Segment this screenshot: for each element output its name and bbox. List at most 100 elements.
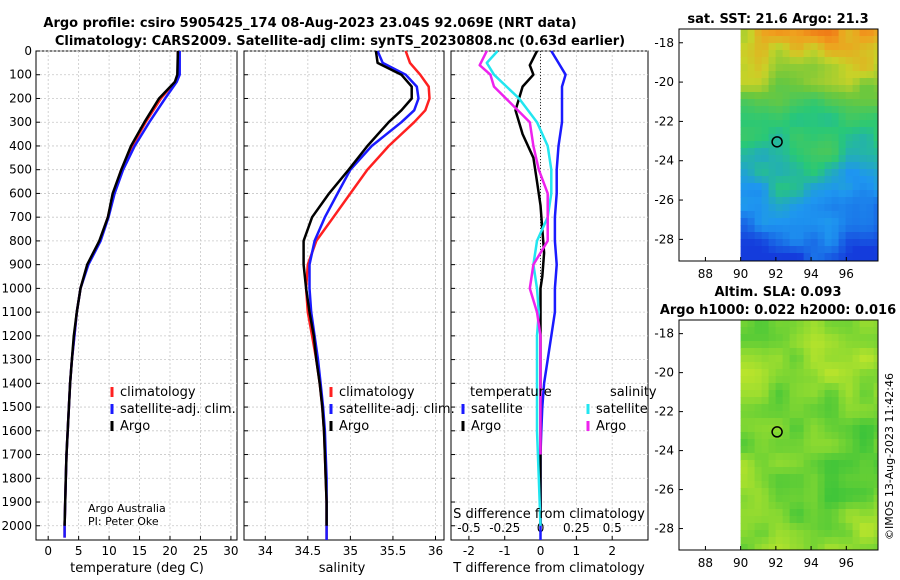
map-cell <box>740 134 749 142</box>
map-cell <box>747 334 756 342</box>
map-cell <box>866 369 875 377</box>
map-y-tick-label: -24 <box>654 444 674 458</box>
map-cell <box>803 43 812 51</box>
map-cell <box>740 99 749 107</box>
map-cell <box>768 502 777 510</box>
map-cell <box>775 453 784 461</box>
map-cell <box>747 99 756 107</box>
map-cell <box>852 544 861 551</box>
map-cell <box>831 453 840 461</box>
map-cell <box>817 348 826 356</box>
map-cell <box>740 190 749 198</box>
map-cell <box>831 99 840 107</box>
map-cell <box>803 113 812 121</box>
map-cell <box>845 176 854 184</box>
x-tick-label: 34.5 <box>294 544 321 558</box>
map-cell <box>831 383 840 391</box>
map-cell <box>824 225 833 233</box>
map-y-tick-label: -18 <box>654 327 674 341</box>
map-cell <box>824 369 833 377</box>
map-cell <box>810 176 819 184</box>
map-cell <box>845 376 854 384</box>
map-cell <box>838 57 847 65</box>
map-cell <box>845 362 854 370</box>
map-cell <box>817 148 826 156</box>
map-cell <box>747 183 756 191</box>
map-x-tick-label: 90 <box>733 267 748 281</box>
map-cell <box>845 232 854 240</box>
map-cell <box>852 127 861 135</box>
map-cell <box>782 204 791 212</box>
map-cell <box>824 218 833 226</box>
map-cell <box>754 162 763 170</box>
map-cell <box>824 320 833 328</box>
map-cell <box>768 362 777 370</box>
map-cell <box>845 43 854 51</box>
map-cell <box>782 225 791 233</box>
map-cell <box>824 148 833 156</box>
map-cell <box>789 474 798 482</box>
map-cell <box>873 453 879 461</box>
map-cell <box>810 432 819 440</box>
series-layer <box>63 50 567 540</box>
map-cell <box>824 495 833 503</box>
map-cell <box>817 327 826 335</box>
map-cell <box>838 43 847 51</box>
map-cell <box>845 92 854 100</box>
map-cell <box>845 411 854 419</box>
map-cell <box>747 134 756 142</box>
map-cell <box>873 348 879 356</box>
map-cell <box>782 141 791 149</box>
map-cell <box>768 120 777 128</box>
map-cell <box>866 404 875 412</box>
map-cell <box>824 239 833 247</box>
map-cell <box>803 183 812 191</box>
map-cell <box>866 383 875 391</box>
difference-x2label: S difference from climatology <box>453 507 645 522</box>
map-cell <box>817 446 826 454</box>
map-cell <box>761 50 770 58</box>
map-cell <box>754 253 763 261</box>
legend-title-temperature: temperature <box>470 385 552 400</box>
map-cell <box>817 502 826 510</box>
map-cell <box>810 106 819 114</box>
map-cell <box>845 197 854 205</box>
map-cell <box>747 127 756 135</box>
map-cell <box>845 134 854 142</box>
series-line-argo <box>302 50 413 526</box>
map-cell <box>838 341 847 349</box>
map-cell <box>852 383 861 391</box>
map-cell <box>782 183 791 191</box>
map-cell <box>754 71 763 79</box>
map-cell <box>852 460 861 468</box>
map-cell <box>838 78 847 86</box>
map-cell <box>754 390 763 398</box>
series-line-t-satellite <box>539 50 567 540</box>
map-cell <box>873 411 879 419</box>
map-cell <box>831 225 840 233</box>
map-cell <box>866 29 875 37</box>
map-cell <box>747 246 756 254</box>
map-cell <box>831 355 840 363</box>
map-cell <box>838 530 847 538</box>
map-cell <box>768 225 777 233</box>
map-cell <box>810 439 819 447</box>
map-cell <box>852 85 861 93</box>
map-cell <box>838 453 847 461</box>
map-cell <box>768 418 777 426</box>
map-cell <box>768 43 777 51</box>
map-cell <box>775 106 784 114</box>
map-cell <box>768 50 777 58</box>
map-layer: 88 90 92 94 96 -18 -20 -22 -24 -26 -28 88 90 92 94 96 -1… <box>654 28 879 570</box>
map-cell <box>838 369 847 377</box>
map-cell <box>761 397 770 405</box>
map-cell <box>838 383 847 391</box>
map-cell <box>789 453 798 461</box>
map-cell <box>852 204 861 212</box>
map-cell <box>859 120 868 128</box>
map-cell <box>740 334 749 342</box>
map-cell <box>817 162 826 170</box>
x-tick-label: 34 <box>258 544 273 558</box>
map-cell <box>754 148 763 156</box>
map-cell <box>831 85 840 93</box>
